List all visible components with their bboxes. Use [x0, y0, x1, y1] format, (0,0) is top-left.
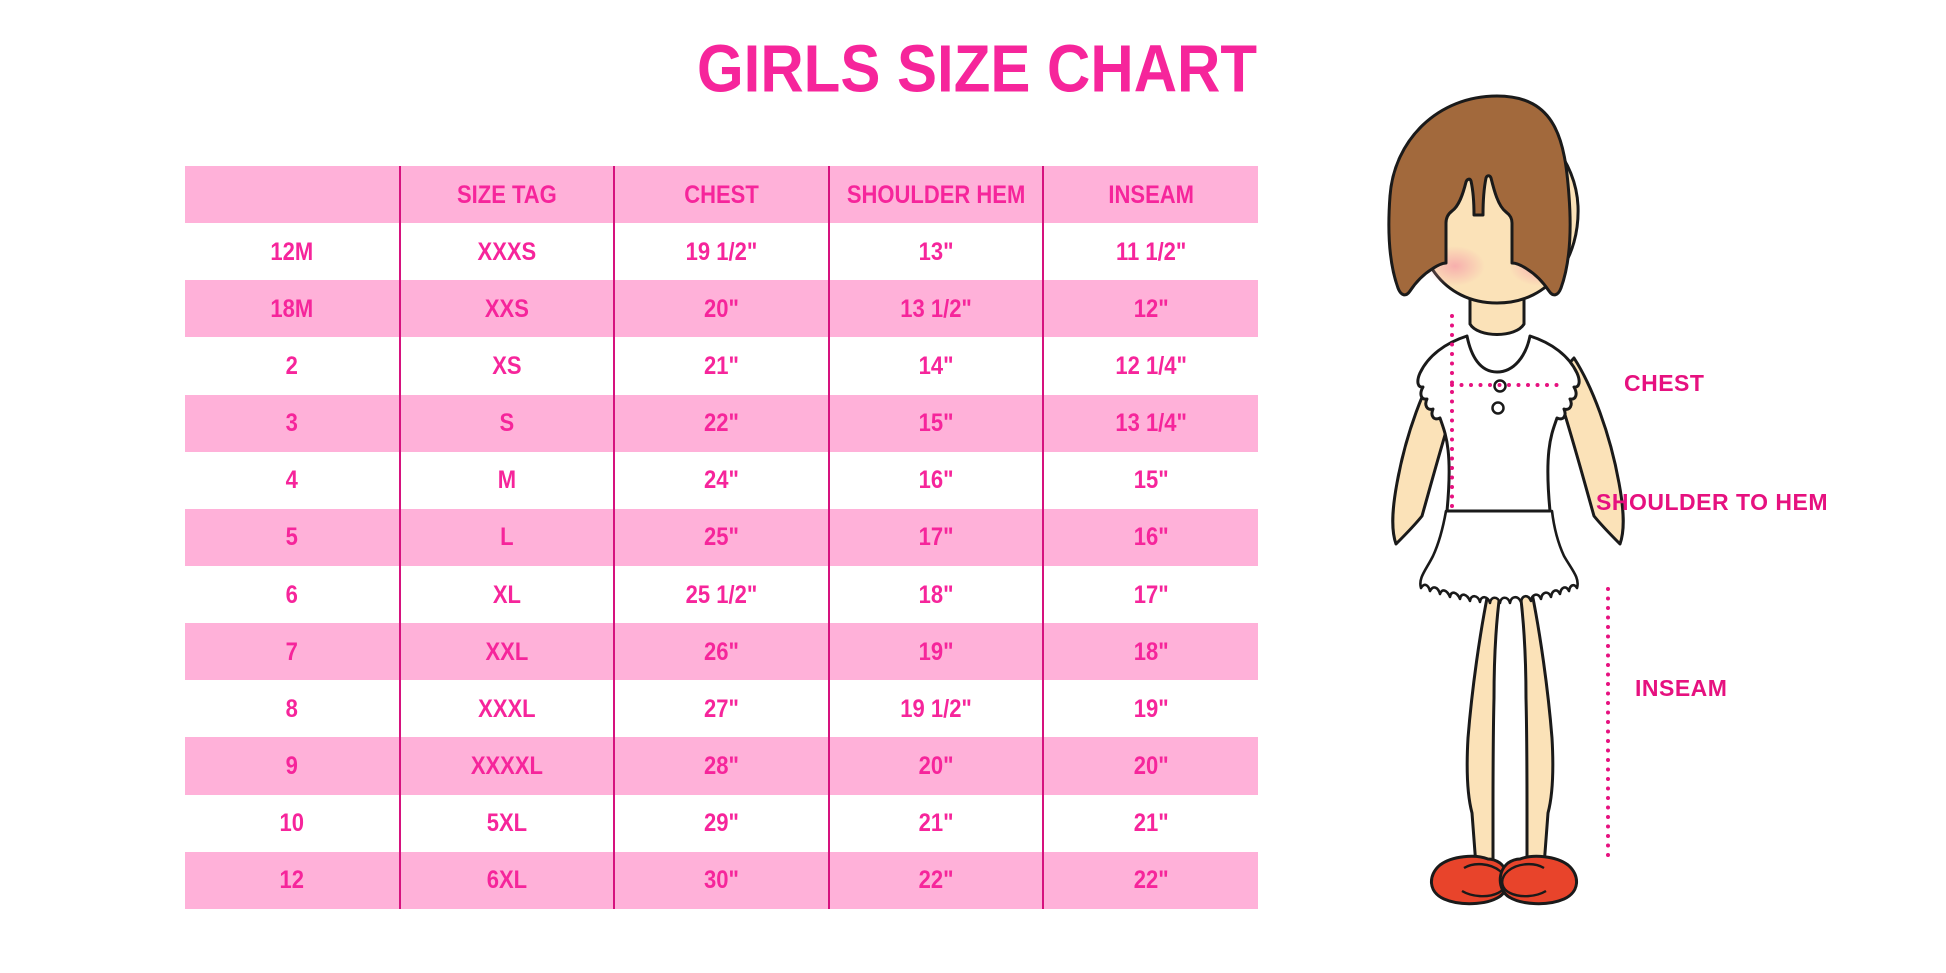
svg-text:SHOULDER TO HEM: SHOULDER TO HEM [1596, 489, 1828, 515]
svg-text:CHEST: CHEST [1624, 370, 1704, 396]
svg-text:INSEAM: INSEAM [1635, 675, 1727, 701]
